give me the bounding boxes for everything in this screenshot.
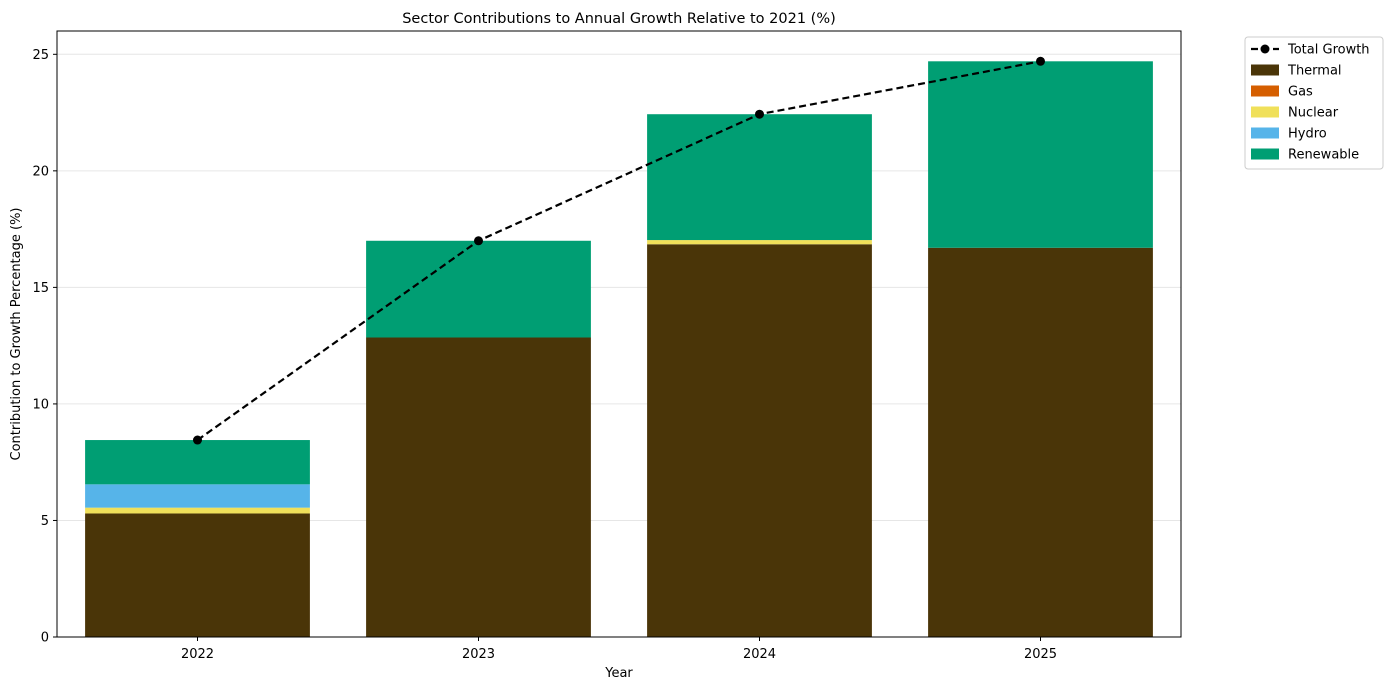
x-tick-label: 2022: [181, 647, 214, 662]
y-tick-label: 15: [32, 281, 49, 296]
bar-renewable-2022: [85, 440, 310, 485]
legend-label-gas: Gas: [1288, 85, 1313, 100]
y-axis: 0 5 10 15 20 25: [32, 48, 57, 646]
legend-swatch-nuclear: [1251, 106, 1279, 118]
legend-swatch-hydro: [1251, 127, 1279, 139]
total-growth-point-2023: [474, 236, 483, 246]
y-tick-label: 25: [32, 48, 49, 63]
bar-thermal-2024: [647, 244, 872, 637]
x-tick-label: 2025: [1024, 647, 1057, 662]
bar-nuclear-2024: [647, 240, 872, 245]
x-tick-label: 2024: [743, 647, 776, 662]
y-tick-label: 10: [32, 397, 49, 412]
total-growth-polyline: [196, 60, 1041, 441]
y-tick-label: 20: [32, 164, 49, 179]
x-axis: 2022 2023 2024 2025: [181, 637, 1057, 662]
legend-marker: [1260, 44, 1270, 54]
total-growth-line: [193, 56, 1045, 445]
legend: Total Growth Thermal Gas Nuclear Hydro Renewa…: [1244, 36, 1384, 170]
bar-thermal-2023: [366, 337, 591, 637]
bar-renewable-2025: [928, 61, 1153, 248]
legend-label-nuclear: Nuclear: [1288, 106, 1339, 121]
x-tick-label: 2023: [462, 647, 495, 662]
total-growth-point-2025: [1036, 56, 1045, 66]
bar-thermal-2025: [928, 247, 1153, 637]
chart-title: Sector Contributions to Annual Growth Re…: [402, 11, 836, 27]
x-axis-label: Year: [604, 666, 633, 681]
y-axis-label: Contribution to Growth Percentage (%): [9, 208, 24, 461]
bar-renewable-2024: [647, 114, 872, 241]
bar-nuclear-2022: [85, 507, 310, 514]
legend-label-hydro: Hydro: [1288, 127, 1327, 142]
plot-frame: [56, 30, 1182, 638]
legend-swatch-renewable: [1251, 148, 1279, 160]
total-growth-point-2022: [193, 435, 202, 445]
y-tick-label: 5: [41, 514, 49, 529]
bar-thermal-2022: [85, 513, 310, 637]
legend-label-total-growth: Total Growth: [1287, 43, 1370, 58]
legend-swatch-thermal: [1251, 64, 1279, 76]
total-growth-point-2024: [755, 109, 764, 119]
legend-label-renewable: Renewable: [1288, 148, 1359, 163]
bars: [85, 61, 1153, 637]
bar-hydro-2022: [85, 484, 310, 508]
y-tick-label: 0: [41, 631, 49, 646]
bar-renewable-2023: [366, 240, 591, 338]
legend-swatch-gas: [1251, 85, 1279, 97]
legend-label-thermal: Thermal: [1287, 64, 1342, 79]
legend-box: [1244, 36, 1384, 170]
